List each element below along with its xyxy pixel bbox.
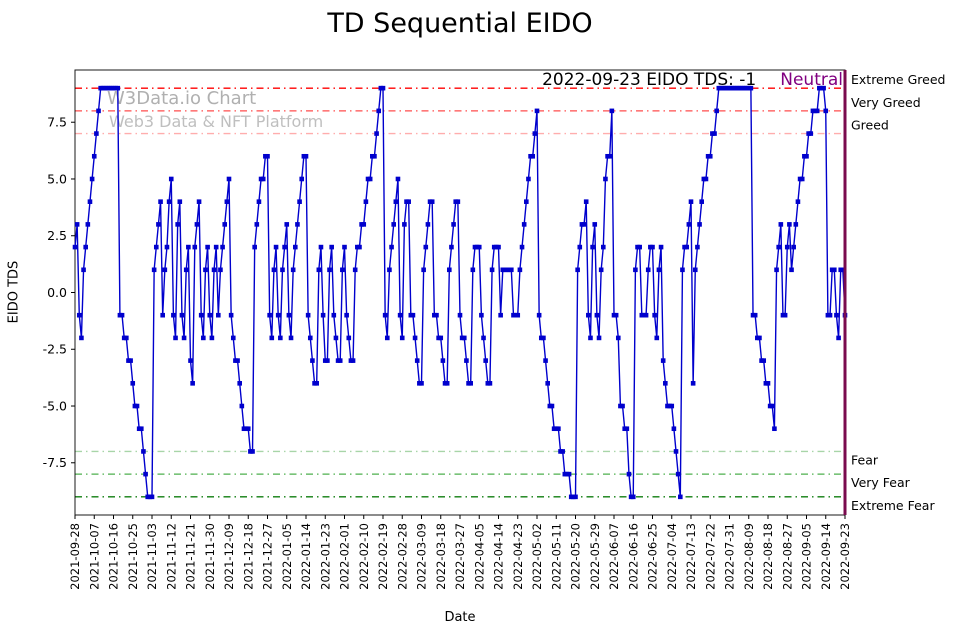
x-tick-label: 2022-07-04 [665, 523, 679, 590]
x-tick-label: 2022-09-23 [838, 523, 852, 590]
x-tick-label: 2021-10-25 [126, 523, 140, 590]
y-tick-label: -5.0 [43, 398, 67, 413]
x-tick-label: 2022-09-14 [819, 523, 833, 590]
x-tick-label: 2021-10-07 [87, 523, 101, 590]
threshold-label-greed: Greed [851, 118, 889, 133]
x-tick-label: 2022-05-11 [549, 523, 563, 590]
x-tick-label: 2022-04-23 [511, 523, 525, 590]
x-tick-label: 2022-02-28 [395, 523, 409, 590]
threshold-label-fear: Fear [851, 452, 879, 467]
y-tick-label: -7.5 [43, 455, 67, 470]
x-tick-label: 2022-05-20 [569, 523, 583, 590]
x-tick-label: 2021-11-12 [164, 523, 178, 590]
x-ticks: 2021-09-28 2021-10-07 2021-10-16 2021-10-25… [68, 515, 852, 590]
threshold-label-extreme-fear: Extreme Fear [851, 498, 935, 513]
y-tick-label: 2.5 [47, 228, 67, 243]
x-tick-label: 2022-01-14 [299, 523, 313, 590]
x-tick-label: 2021-09-28 [68, 523, 82, 590]
threshold-label-very-greed: Very Greed [851, 95, 921, 110]
x-tick-label: 2022-01-05 [280, 523, 294, 590]
y-tick-label: 5.0 [47, 171, 67, 186]
series-markers [72, 85, 848, 500]
chart-title: TD Sequential EIDO [327, 8, 593, 39]
threshold-label-very-fear: Very Fear [851, 475, 911, 490]
series [74, 87, 846, 498]
x-tick-label: 2021-11-21 [184, 523, 198, 590]
annotation: 2022-09-23 EIDO TDS: -1 Neutral [542, 70, 843, 90]
threshold-labels: Extreme Greed Very Greed Greed Fear Very Fea… [851, 72, 945, 513]
x-axis-label: Date [444, 610, 476, 625]
x-tick-label: 2022-01-23 [318, 523, 332, 590]
x-tick-label: 2022-06-25 [646, 523, 660, 590]
x-tick-label: 2022-03-18 [434, 523, 448, 590]
x-tick-label: 2021-12-09 [222, 523, 236, 590]
y-tick-label: -2.5 [43, 342, 67, 357]
x-tick-label: 2022-08-18 [761, 523, 775, 590]
watermark-line1: W3Data.io Chart [107, 88, 257, 109]
threshold-label-extreme-greed: Extreme Greed [851, 72, 945, 87]
x-tick-label: 2021-10-16 [107, 523, 121, 590]
x-tick-label: 2022-02-10 [357, 523, 371, 590]
x-tick-label: 2022-04-05 [472, 523, 486, 590]
y-ticks: 7.5 5.0 2.5 0.0 -2.5 -5.0 -7.5 [43, 115, 75, 470]
x-tick-label: 2022-08-09 [742, 523, 756, 590]
annotation-status: Neutral [780, 70, 843, 90]
x-tick-label: 2021-11-03 [145, 523, 159, 590]
x-tick-label: 2022-05-29 [588, 523, 602, 590]
x-tick-label: 2022-07-22 [703, 523, 717, 590]
x-tick-label: 2022-09-05 [800, 523, 814, 590]
x-tick-label: 2021-12-27 [261, 523, 275, 590]
annotation-text: 2022-09-23 EIDO TDS: -1 [542, 70, 757, 90]
y-tick-label: 7.5 [47, 115, 67, 130]
x-tick-label: 2022-07-31 [723, 523, 737, 590]
x-tick-label: 2022-06-07 [607, 523, 621, 590]
x-tick-label: 2022-02-19 [376, 523, 390, 590]
y-tick-label: 0.0 [47, 285, 67, 300]
series-line [74, 87, 846, 498]
threshold-lines [75, 87, 845, 498]
x-tick-label: 2022-03-27 [453, 523, 467, 590]
x-tick-label: 2022-03-09 [415, 523, 429, 590]
x-tick-label: 2022-06-16 [626, 523, 640, 590]
x-tick-label: 2021-12-18 [241, 523, 255, 590]
x-tick-label: 2022-02-01 [338, 523, 352, 590]
watermark-line2: Web3 Data & NFT Platform [109, 112, 324, 131]
x-tick-label: 2022-05-02 [530, 523, 544, 590]
x-tick-label: 2021-11-30 [203, 523, 217, 590]
x-tick-label: 2022-04-14 [492, 523, 506, 590]
x-tick-label: 2022-07-13 [684, 523, 698, 590]
x-tick-label: 2022-08-27 [780, 523, 794, 590]
